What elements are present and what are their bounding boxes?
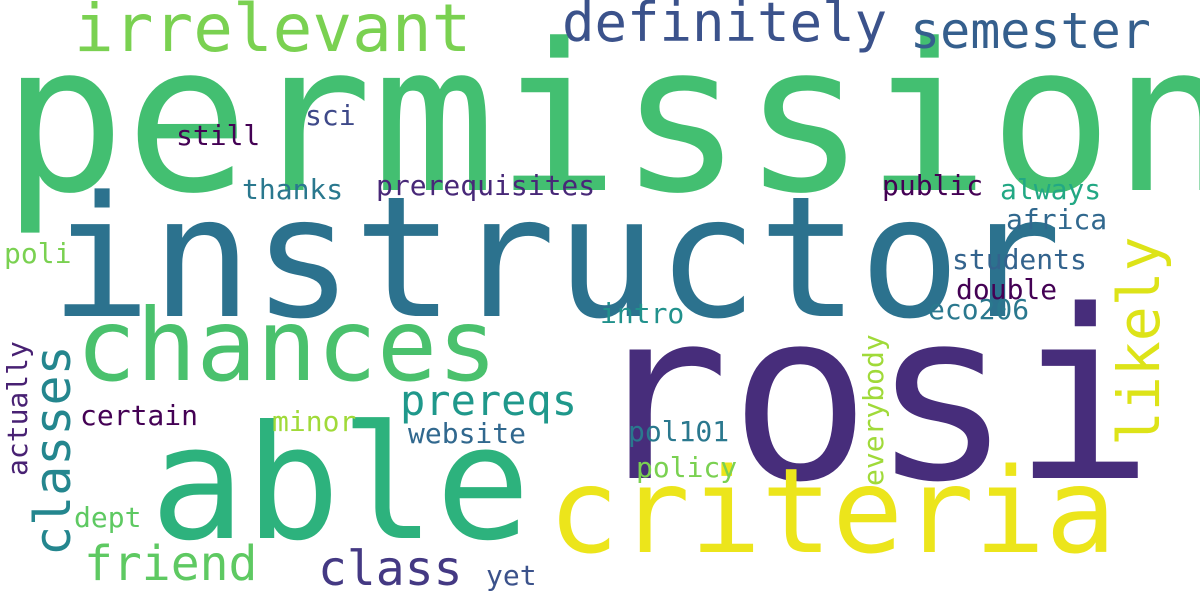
word-friend: friend: [84, 536, 258, 592]
word-definitely: definitely: [562, 0, 888, 54]
word-public: public: [882, 169, 984, 202]
word-website: website: [408, 417, 527, 450]
word-policy: policy: [636, 451, 738, 484]
word-eco206: eco206: [928, 293, 1030, 326]
word-everybody: everybody: [857, 334, 890, 486]
word-certain: certain: [80, 399, 199, 432]
word-sci: sci: [305, 99, 356, 132]
word-thanks: thanks: [242, 173, 344, 206]
word-yet: yet: [486, 559, 537, 592]
word-dept: dept: [74, 501, 142, 534]
word-criteria: criteria: [548, 442, 1117, 580]
word-students: students: [952, 243, 1087, 276]
word-prerequisites: prerequisites: [376, 169, 596, 202]
word-semester: semester: [910, 2, 1151, 60]
word-prereqs: prereqs: [400, 376, 578, 425]
word-able: able: [150, 392, 531, 576]
word-likely: likely: [1105, 236, 1173, 446]
word-instructor: instructor: [50, 160, 1062, 356]
word-intro: intro: [600, 297, 685, 330]
word-minor: minor: [272, 405, 357, 438]
word-still: still: [176, 119, 261, 152]
word-poli: poli: [4, 237, 72, 270]
word-africa: africa: [1006, 203, 1108, 236]
word-permission: permission: [2, 1, 1200, 239]
word-chances: chances: [76, 287, 498, 404]
word-classes: classes: [24, 345, 82, 556]
word-double: double: [956, 273, 1058, 306]
word-pol101: pol101: [628, 415, 730, 448]
word-rosi: rosi: [588, 261, 1154, 534]
word-irrelevant: irrelevant: [74, 0, 472, 67]
word-class: class: [318, 541, 463, 597]
word-always: always: [1000, 173, 1102, 206]
word-actually: actually: [1, 341, 34, 476]
